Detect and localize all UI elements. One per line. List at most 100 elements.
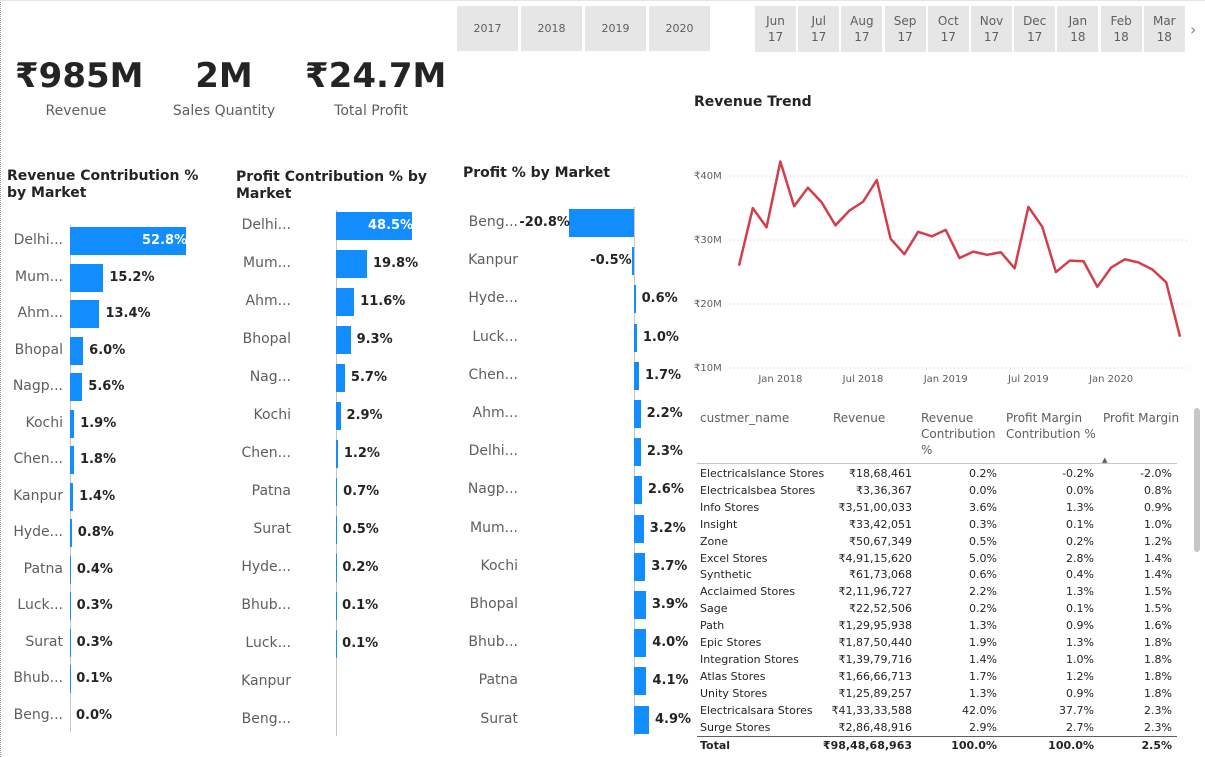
bar[interactable] [633,629,647,658]
bar-category-label: Nagp... [467,481,518,498]
bar[interactable] [633,514,644,543]
canvas-border-left [0,0,2,757]
month-option[interactable]: Dec 17 [1014,6,1056,52]
year-option[interactable]: 2018 [521,6,582,51]
bar[interactable] [336,364,345,392]
bar[interactable] [633,552,646,581]
bar-category-label: Kanpur [241,673,291,689]
cell-value: 2.3% [1144,703,1172,717]
bar-data-label: 0.1% [342,636,379,651]
bar[interactable] [70,592,71,620]
bar-category-label: Surat [25,633,63,650]
bar[interactable] [336,326,351,354]
bar[interactable] [633,591,646,619]
cell-value: 0.9% [1066,619,1094,633]
bar-data-label: 0.7% [343,484,380,499]
cell-value: 0.2% [969,602,997,616]
bar[interactable] [633,361,640,390]
bar[interactable] [70,628,71,657]
cell-value: 1.4% [969,652,997,666]
cell-customer: Epic Stores [700,636,762,649]
bar[interactable] [70,263,104,292]
year-option[interactable]: 2020 [649,6,710,51]
bar-category-label: Kochi [480,557,518,574]
month-option-month: Jan [1068,14,1088,28]
kpi-value: ₹24.7M [305,56,447,96]
cell-value: 1.5% [1144,585,1172,599]
x-tick-label: Jan 2020 [1088,374,1133,385]
bar[interactable] [633,323,637,352]
bar[interactable] [70,409,75,438]
bar-category-label: Kochi [25,414,63,431]
column-header[interactable]: Profit Margin [1103,411,1180,425]
y-tick-label: ₹30M [694,235,722,246]
bar[interactable] [70,300,100,328]
month-option[interactable]: Jul 17 [798,6,840,52]
bar[interactable] [336,288,355,316]
month-option[interactable]: Aug 17 [841,6,883,52]
cell-value: 1.8% [1144,636,1172,649]
bar[interactable] [70,519,72,547]
column-header[interactable]: Revenue [833,411,886,425]
bar[interactable] [633,476,642,505]
bar-category-label: Surat [253,521,291,537]
month-option-year: 17 [854,30,870,44]
x-tick-label: Jul 2018 [842,374,884,385]
bar[interactable] [633,285,636,314]
bar[interactable] [70,227,186,255]
month-option[interactable]: Mar 18 [1143,6,1185,52]
chevron-right-icon[interactable]: › [1190,20,1197,39]
bar[interactable] [569,209,634,237]
cell-value: 1.8% [1144,652,1172,666]
x-tick-label: Jan 2019 [923,374,968,385]
cell-value: 2.3% [1144,720,1172,734]
sort-ascending-icon[interactable]: ▲ [1102,456,1108,464]
bar-data-label: 2.3% [646,444,683,460]
column-header[interactable]: Profit Margin Contribution % [1006,411,1096,441]
bar[interactable] [632,247,634,276]
month-option-month: Aug [850,14,874,28]
bar-category-label: Nagp... [12,378,63,394]
bar[interactable] [633,705,649,734]
month-option-month: Mar [1152,14,1176,28]
bar[interactable] [336,516,337,544]
bar-category-label: Surat [480,710,518,727]
bar[interactable] [70,446,74,474]
cell-value: ₹1,25,89,257 [838,686,912,700]
cell-value: 0.9% [1144,500,1172,514]
bar[interactable] [336,478,338,506]
year-option[interactable]: 2019 [585,6,646,51]
column-header[interactable]: Revenue Contribution % [921,411,996,457]
column-header[interactable]: custmer_name [700,411,790,425]
bar[interactable] [336,250,368,278]
table-header-divider [697,463,1177,464]
month-option[interactable]: Jan 18 [1057,6,1099,52]
bar[interactable] [633,400,641,428]
bar-category-label: Chen... [13,451,64,467]
bar[interactable] [70,373,83,401]
revenue-trend-line [737,160,1182,337]
table-total-divider [697,736,1177,737]
bar-data-label: 0.4% [76,561,113,577]
bar[interactable] [336,440,338,468]
bar[interactable] [633,438,641,467]
month-option[interactable]: Oct 17 [927,6,969,52]
month-option[interactable]: Nov 17 [971,6,1012,52]
bar-data-label: 3.7% [651,558,688,574]
month-option[interactable]: Feb 18 [1100,6,1142,52]
bar[interactable] [336,212,412,240]
table-scrollbar[interactable] [1194,408,1200,552]
month-option[interactable]: Sep 17 [884,6,926,52]
bar-category-label: Kochi [253,407,291,423]
bar-category-label: Luck... [17,597,63,613]
cell-value: 1.3% [1066,500,1094,514]
year-option[interactable]: 2017 [457,6,518,51]
cell-value: 2.9% [969,720,997,734]
bar[interactable] [70,482,74,511]
month-option[interactable]: Jun 17 [755,6,796,52]
bar-category-label: Patna [251,483,291,499]
bar[interactable] [70,336,84,365]
bar[interactable] [70,555,71,584]
bar[interactable] [336,402,341,430]
bar[interactable] [633,667,647,696]
